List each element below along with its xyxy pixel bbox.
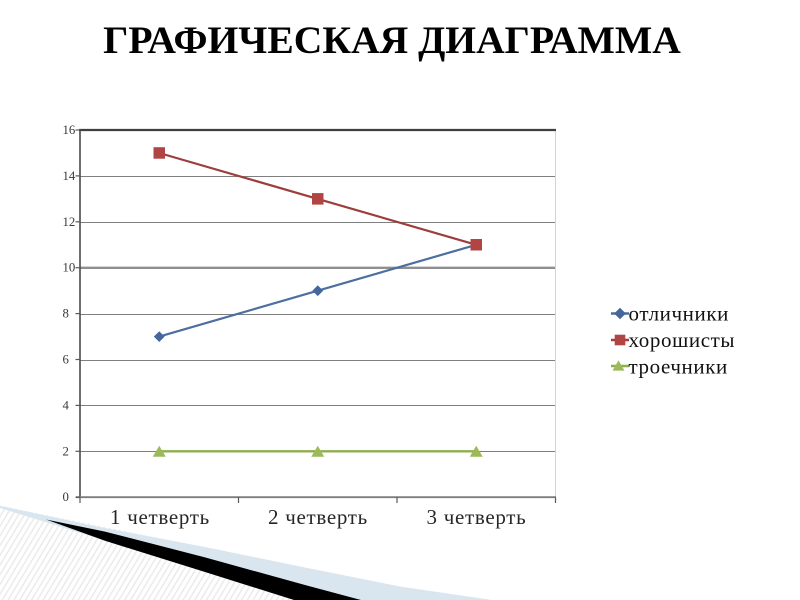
svg-text:0: 0 [63, 490, 69, 504]
svg-text:3 четверть: 3 четверть [427, 505, 527, 529]
svg-text:троечники: троечники [629, 355, 728, 379]
svg-text:6: 6 [63, 353, 70, 367]
svg-text:14: 14 [63, 169, 76, 183]
svg-text:16: 16 [63, 123, 76, 137]
svg-text:1 четверть: 1 четверть [110, 505, 210, 529]
svg-text:2 четверть: 2 четверть [268, 505, 368, 529]
svg-text:хорошисты: хорошисты [629, 328, 736, 352]
svg-text:10: 10 [63, 261, 76, 275]
svg-text:12: 12 [63, 215, 76, 229]
svg-text:4: 4 [63, 398, 70, 412]
svg-text:8: 8 [63, 307, 69, 321]
svg-text:2: 2 [63, 444, 69, 458]
svg-text:отличники: отличники [629, 302, 729, 326]
